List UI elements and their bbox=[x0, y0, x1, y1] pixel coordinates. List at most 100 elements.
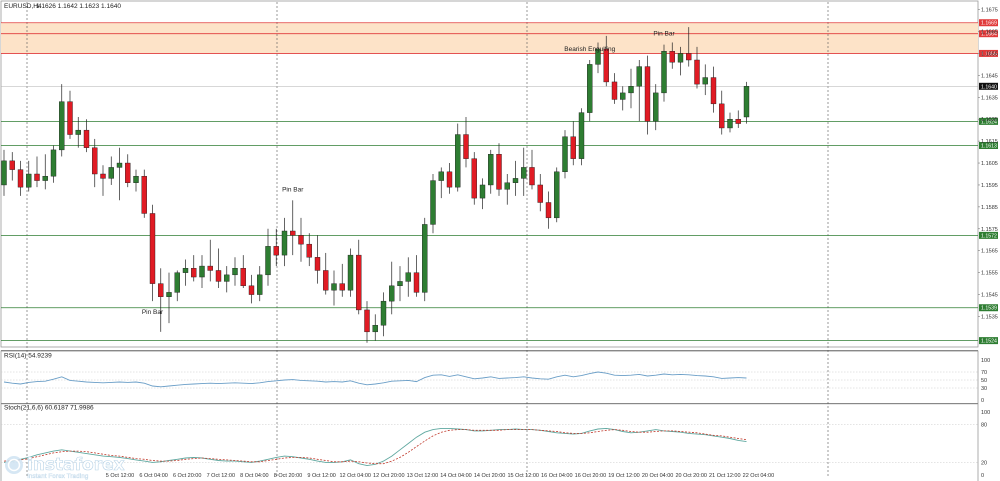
candle-body bbox=[529, 167, 535, 186]
annotation-label: Bearish Engulfing bbox=[564, 46, 615, 53]
candle-body bbox=[224, 274, 230, 282]
current-price-badge bbox=[979, 82, 998, 90]
candle-body bbox=[694, 59, 700, 85]
logo-wordmark: instaforex bbox=[27, 455, 125, 475]
rsi-line bbox=[3, 371, 747, 388]
candle-body bbox=[512, 178, 519, 183]
logo-icon-ring bbox=[7, 458, 21, 472]
candle-body bbox=[562, 136, 568, 173]
candle-body bbox=[479, 184, 486, 199]
time-axis-label: 6 Oct 20:00 bbox=[173, 473, 201, 479]
panel-separator-1 bbox=[1, 350, 978, 352]
candle-body bbox=[446, 171, 453, 188]
level-badge-text-1.1624: 1.1624 bbox=[981, 119, 997, 125]
level-badge-1.1655 bbox=[979, 49, 998, 57]
stoch-label: Stoch(21,6,6) 60.6187 71.9986 bbox=[4, 405, 94, 412]
candle-body bbox=[488, 154, 494, 186]
candle-body bbox=[215, 270, 222, 282]
candle-body bbox=[1, 160, 7, 186]
candle-body bbox=[50, 149, 57, 177]
candle-body bbox=[356, 254, 362, 311]
panel-separator-2 bbox=[1, 403, 978, 405]
candle-body bbox=[702, 77, 708, 85]
price-axis-label: 1.1545 bbox=[981, 293, 998, 299]
price-axis-label: 1.1615 bbox=[981, 139, 998, 145]
candle-body bbox=[661, 51, 667, 94]
candle-body bbox=[372, 325, 378, 333]
time-axis-label: 22 Oct 04:00 bbox=[743, 473, 775, 479]
candle-body bbox=[636, 66, 642, 87]
candle-body bbox=[727, 118, 733, 129]
time-axis-label: 14 Oct 20:00 bbox=[474, 473, 506, 479]
candle-body bbox=[719, 103, 725, 129]
candle-body bbox=[116, 162, 123, 168]
candle-body bbox=[603, 48, 609, 83]
candle-body bbox=[281, 230, 288, 256]
price-axis-label: 1.1675 bbox=[981, 8, 998, 14]
candle-body bbox=[323, 270, 329, 291]
price-axis-label: 1.1585 bbox=[981, 205, 998, 211]
candle-body bbox=[257, 274, 263, 295]
level-badge-text-1.1539: 1.1539 bbox=[981, 306, 997, 312]
time-axis-label: 7 Oct 12:00 bbox=[207, 473, 235, 479]
stoch-axis-label: 100 bbox=[981, 410, 990, 416]
candle-body bbox=[314, 257, 321, 271]
candle-body bbox=[100, 173, 106, 179]
price-axis-label: 1.1565 bbox=[981, 249, 998, 255]
candle-body bbox=[339, 283, 345, 291]
candle-body bbox=[438, 171, 444, 181]
candle-body bbox=[669, 51, 675, 63]
candle-body bbox=[653, 92, 659, 122]
candle-body bbox=[133, 175, 139, 183]
candle-body bbox=[471, 158, 477, 199]
level-badge-1.1664 bbox=[979, 30, 998, 38]
candle-body bbox=[17, 169, 24, 188]
candle-body bbox=[290, 230, 296, 236]
candle-body bbox=[182, 268, 189, 273]
level-badge-text-1.1572: 1.1572 bbox=[981, 233, 997, 239]
time-axis-label: 14 Oct 04:00 bbox=[440, 473, 472, 479]
candle-body bbox=[389, 285, 395, 302]
price-axis-label: 1.1645 bbox=[981, 73, 998, 79]
candle-body bbox=[306, 243, 312, 258]
chart-header-symbol: EURUSD,H4 bbox=[4, 3, 42, 10]
annotation-label: Pin Bar bbox=[653, 31, 675, 38]
instaforex-logo: instaforex Instant Forex Trading bbox=[5, 455, 125, 480]
candle-body bbox=[405, 272, 411, 282]
price-axis-label: 1.1655 bbox=[981, 51, 998, 57]
stoch-signal-line bbox=[3, 429, 747, 465]
annotation-label: Pin Bar bbox=[282, 186, 304, 193]
time-axis-label: 21 Oct 12:00 bbox=[709, 473, 741, 479]
candle-body bbox=[422, 224, 428, 293]
candle-body bbox=[521, 167, 527, 179]
candle-body bbox=[620, 92, 626, 100]
level-badge-text-1.1613: 1.1613 bbox=[981, 144, 997, 150]
candle-body bbox=[125, 162, 131, 183]
candle-body bbox=[42, 175, 48, 181]
time-axis-label: 16 Oct 20:00 bbox=[575, 473, 607, 479]
annotation-label: Pin Bar bbox=[142, 309, 164, 316]
candle-body bbox=[743, 86, 750, 118]
price-axis-label: 1.1625 bbox=[981, 117, 998, 123]
level-badge-1.1524 bbox=[979, 337, 998, 345]
level-badge-text-1.1524: 1.1524 bbox=[981, 339, 997, 345]
candle-body bbox=[92, 147, 98, 175]
time-axis-label: 12 Oct 20:00 bbox=[373, 473, 405, 479]
time-axis-label: 6 Oct 04:00 bbox=[139, 473, 167, 479]
level-badge-1.1624 bbox=[979, 117, 998, 125]
candle-body bbox=[158, 283, 164, 297]
candle-body bbox=[149, 213, 156, 284]
candle-body bbox=[430, 180, 436, 225]
current-price-text: 1.1640 bbox=[981, 84, 997, 90]
candle-body bbox=[199, 265, 205, 278]
rsi-axis-label: 0 bbox=[981, 398, 984, 404]
rsi-axis-label: 30 bbox=[981, 386, 987, 392]
time-axis-label: 8 Oct 20:00 bbox=[274, 473, 302, 479]
time-axis-label: 19 Oct 12:00 bbox=[608, 473, 640, 479]
price-axis-label: 1.1555 bbox=[981, 271, 998, 277]
candle-body bbox=[9, 160, 15, 170]
candle-body bbox=[191, 268, 197, 278]
candle-body bbox=[504, 182, 510, 190]
stoch-axis-label: 0 bbox=[981, 473, 984, 479]
